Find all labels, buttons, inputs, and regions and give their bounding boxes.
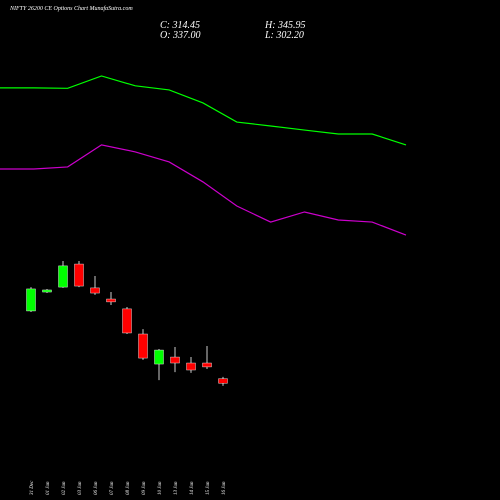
candle-body <box>74 263 84 287</box>
x-tick-label: 13 Jan <box>174 481 179 495</box>
low-label: L: 302.20 <box>264 30 304 41</box>
candle-body <box>58 265 68 288</box>
line-series <box>0 144 407 236</box>
x-tick-label: 31 Dec <box>30 480 35 495</box>
x-tick-label: 03 Jan <box>78 481 83 495</box>
line-series <box>0 75 407 146</box>
high-label: H: 345.95 <box>264 20 306 31</box>
candle-body <box>154 349 164 365</box>
x-tick-label: 10 Jan <box>158 481 163 495</box>
x-tick-label: 09 Jan <box>142 481 147 495</box>
candle-body <box>42 289 52 293</box>
candle-body <box>90 287 100 294</box>
x-tick-label: 14 Jan <box>190 481 195 495</box>
candle-body <box>106 298 116 303</box>
candle-body <box>186 362 196 371</box>
candle-body <box>122 308 132 334</box>
chart-title: NIFTY 26200 CE Options Chart MunafaSutra… <box>9 5 133 12</box>
x-tick-label: 08 Jan <box>126 481 131 495</box>
candle-body <box>170 356 180 364</box>
x-tick-label: 02 Jan <box>62 481 67 495</box>
x-tick-label: 06 Jan <box>94 481 99 495</box>
x-tick-label: 01 Jan <box>46 481 51 495</box>
candle-body <box>202 362 212 368</box>
open-label: O: 337.00 <box>160 30 201 41</box>
x-tick-label: 15 Jan <box>206 481 211 495</box>
x-tick-label: 16 Jan <box>222 481 227 495</box>
candle-body <box>218 378 228 384</box>
candle-body <box>138 333 148 359</box>
close-label: C: 314.45 <box>160 20 200 31</box>
candle-body <box>26 288 36 312</box>
x-tick-label: 07 Jan <box>110 481 115 495</box>
